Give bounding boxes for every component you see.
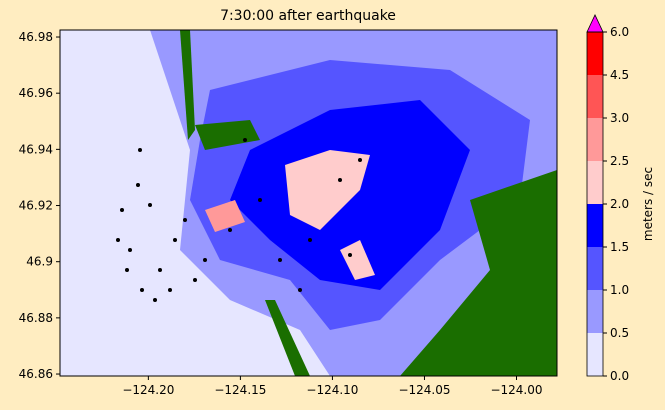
colorbar-tick-label: 2.0 bbox=[610, 197, 629, 211]
colorbar-label: meters / sec bbox=[641, 167, 655, 241]
y-tick-label: 46.86 bbox=[19, 367, 53, 381]
x-tick-label: −124.20 bbox=[122, 383, 174, 397]
colorbar-tick-label: 4.5 bbox=[610, 68, 629, 82]
colorbar-band bbox=[587, 32, 603, 75]
colorbar-tick-label: 3.0 bbox=[610, 111, 629, 125]
colorbar-band bbox=[587, 247, 603, 290]
y-tick-label: 46.98 bbox=[19, 30, 53, 44]
chart-title: 7:30:00 after earthquake bbox=[220, 8, 396, 24]
colorbar-band bbox=[587, 333, 603, 376]
colorbar-tick-label: 0.0 bbox=[610, 369, 629, 383]
colorbar-band bbox=[587, 290, 603, 333]
x-tick-label: −124.05 bbox=[398, 383, 450, 397]
y-tick-label: 46.88 bbox=[19, 311, 53, 325]
colorbar-tick-label: 6.0 bbox=[610, 25, 629, 39]
y-tick-label: 46.92 bbox=[19, 199, 53, 213]
colorbar-band bbox=[587, 204, 603, 247]
x-tick-label: −124.00 bbox=[490, 383, 542, 397]
colorbar-tick-label: 0.5 bbox=[610, 326, 629, 340]
y-tick-label: 46.9 bbox=[26, 255, 53, 269]
colorbar-extend bbox=[586, 14, 604, 33]
y-tick-label: 46.96 bbox=[19, 86, 53, 100]
colorbar-band bbox=[587, 118, 603, 161]
x-tick-label: −124.15 bbox=[214, 383, 266, 397]
colorbar-tick-label: 1.5 bbox=[610, 240, 629, 254]
x-tick-label: −124.10 bbox=[306, 383, 358, 397]
y-tick-label: 46.94 bbox=[19, 142, 53, 156]
colorbar-band bbox=[587, 161, 603, 204]
colorbar-tick-label: 2.5 bbox=[610, 154, 629, 168]
colorbar-band bbox=[587, 75, 603, 118]
map bbox=[60, 30, 557, 376]
plot-frame bbox=[59, 29, 558, 377]
colorbar-tick-label: 1.0 bbox=[610, 283, 629, 297]
